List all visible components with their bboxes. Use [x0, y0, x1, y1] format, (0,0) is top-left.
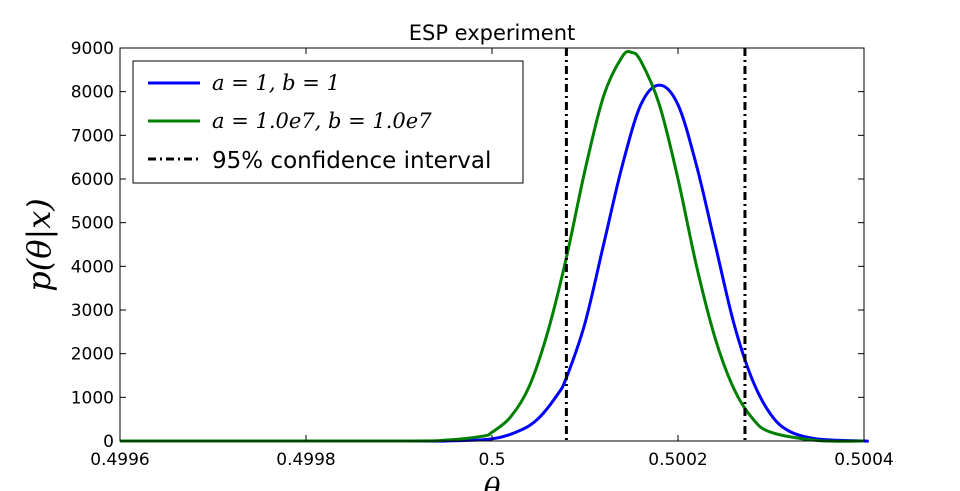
x-tick-label: 0.4998 — [276, 450, 335, 470]
legend: a = 1, b = 1 a = 1.0e7, b = 1.0e7 95% co… — [132, 60, 524, 184]
y-tick-label: 1000 — [71, 388, 114, 408]
y-axis-label: p(θ|x) — [20, 198, 58, 292]
x-tick-label: 0.5002 — [648, 450, 707, 470]
legend-label-confidence-interval: 95% confidence interval — [212, 148, 491, 174]
x-tick-label: 0.4996 — [90, 450, 149, 470]
y-axis-ticks: 0 1000 2000 3000 4000 5000 6000 7000 8000 9000 — [71, 39, 864, 452]
y-tick-label: 4000 — [71, 257, 114, 277]
plot-content — [119, 48, 869, 443]
x-tick-label: 0.5004 — [834, 450, 893, 470]
series-line-1 — [119, 83, 869, 443]
x-tick-label: 0.5 — [478, 450, 505, 470]
y-tick-label: 0 — [103, 432, 114, 452]
series-line-2 — [119, 50, 865, 443]
y-tick-label: 7000 — [71, 126, 114, 146]
legend-label-series-1: a = 1, b = 1 — [212, 71, 340, 95]
y-tick-label: 9000 — [71, 39, 114, 59]
y-tick-label: 5000 — [71, 214, 114, 234]
y-tick-label: 2000 — [71, 345, 114, 365]
y-tick-label: 8000 — [71, 83, 114, 103]
x-axis-ticks: 0.4996 0.4998 0.5 0.5002 0.5004 — [90, 48, 894, 470]
y-tick-label: 3000 — [71, 301, 114, 321]
chart-title: ESP experiment — [409, 21, 576, 45]
y-tick-label: 6000 — [71, 170, 114, 190]
x-axis-label: θ — [484, 472, 501, 491]
legend-label-series-2: a = 1.0e7, b = 1.0e7 — [212, 109, 432, 133]
